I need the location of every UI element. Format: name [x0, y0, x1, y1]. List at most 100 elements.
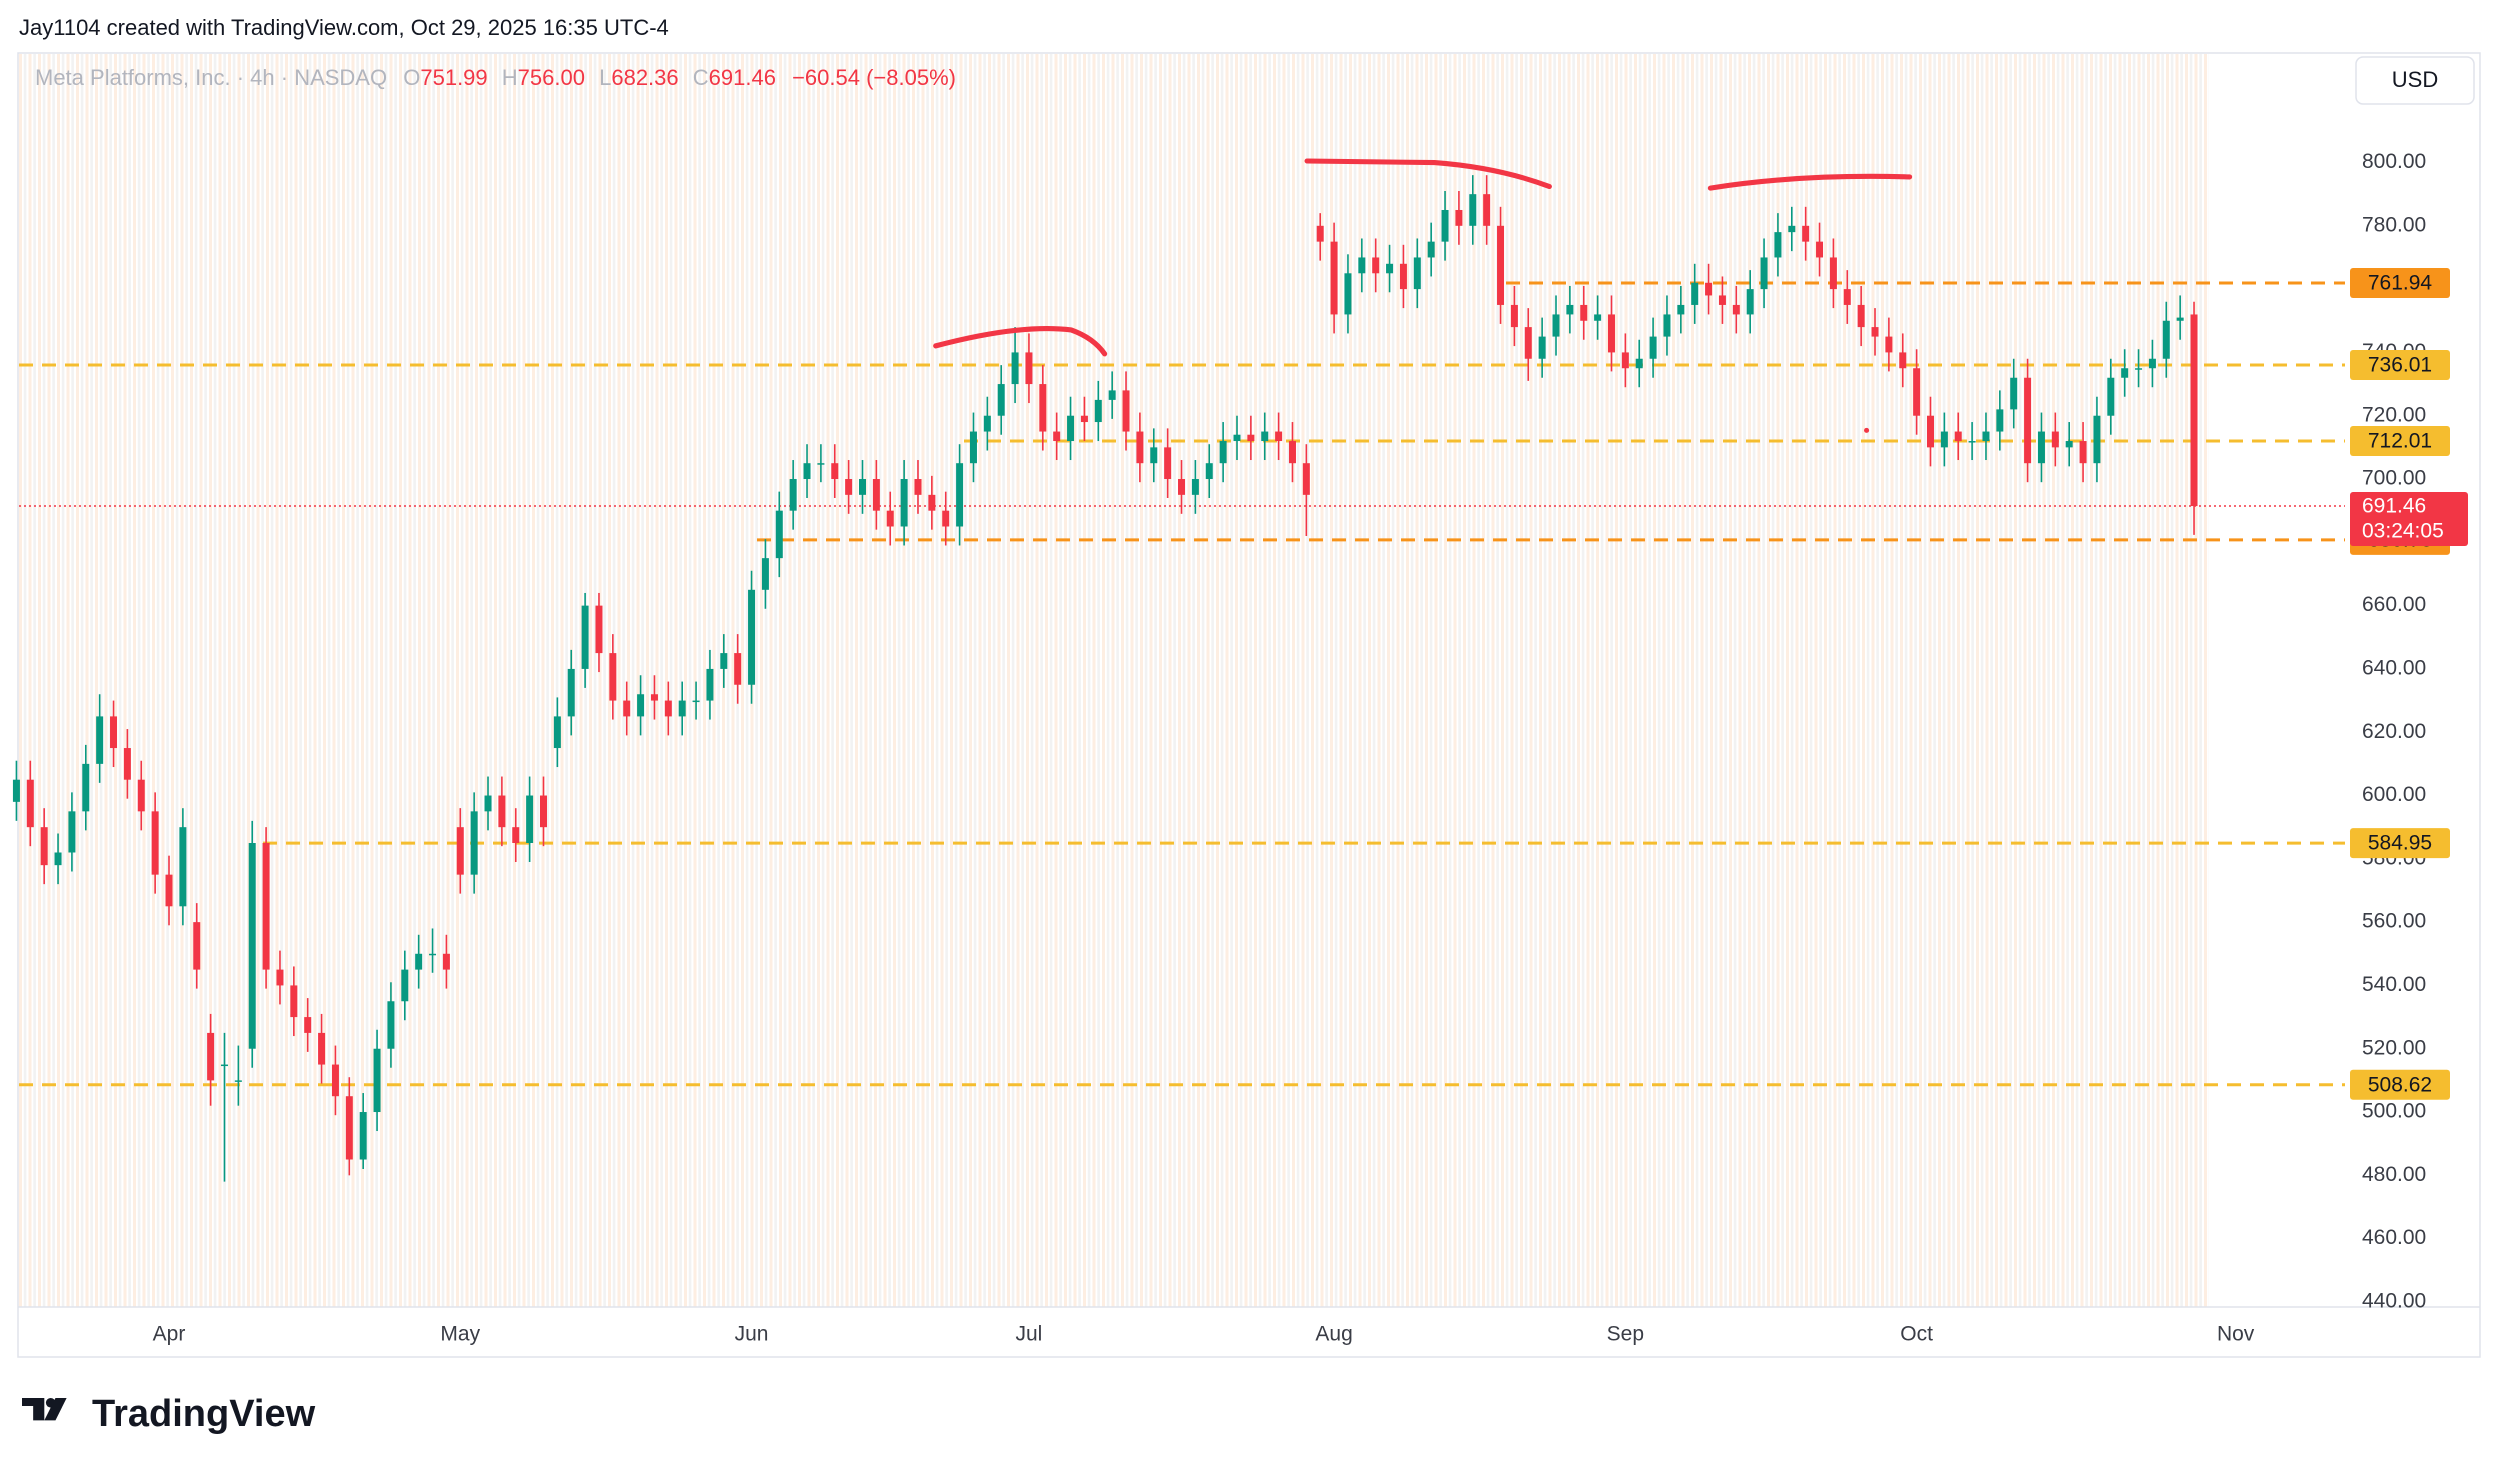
level-label-box	[2350, 828, 2450, 859]
candle-body	[2121, 368, 2129, 378]
x-tick-label: Sep	[1607, 1323, 1644, 1346]
candle-body	[637, 694, 645, 717]
candle-body	[567, 668, 575, 717]
candle-body	[581, 605, 589, 669]
x-tick-label: Aug	[1315, 1323, 1352, 1346]
candle-body	[1524, 327, 1532, 359]
x-tick-label: Nov	[2217, 1323, 2255, 1346]
candle-body	[1538, 336, 1546, 359]
logo-icon	[22, 1398, 67, 1421]
candle-body	[914, 479, 922, 495]
candle-body	[456, 827, 464, 875]
candle-body	[1594, 314, 1602, 321]
candle-body	[415, 953, 423, 970]
y-tick-label: 700.00	[2362, 467, 2426, 490]
level-label: 712.01	[2368, 430, 2432, 453]
candle-body	[872, 479, 880, 511]
candle-body	[1247, 434, 1255, 442]
candle-body	[1621, 352, 1629, 369]
candle-body	[595, 605, 603, 654]
ohlc-key: O	[403, 65, 420, 90]
last-price-label: 691.46	[2362, 495, 2426, 518]
y-tick-label: 720.00	[2362, 403, 2426, 426]
candle-body	[1067, 415, 1075, 442]
y-tick-label: 480.00	[2362, 1163, 2426, 1186]
candle-body	[2135, 368, 2143, 370]
candle-body	[1718, 295, 1726, 305]
candle-body	[1164, 447, 1172, 480]
candle-body	[2065, 441, 2073, 448]
candle-body	[1053, 431, 1061, 442]
candle-body	[1219, 441, 1227, 464]
currency-button[interactable]	[2355, 56, 2475, 105]
candle-body	[1732, 304, 1740, 315]
candle-body	[1885, 336, 1893, 353]
candle-body	[1011, 352, 1019, 385]
candle-body	[1635, 358, 1643, 369]
candle-body	[1399, 263, 1407, 290]
candle-body	[1316, 225, 1324, 242]
candle-body	[817, 463, 825, 465]
logo-text: TradingView	[92, 1393, 316, 1435]
candle-body	[429, 953, 437, 956]
candle-body	[803, 463, 811, 480]
hand-drawn-arc	[1304, 158, 1552, 190]
candle-body	[1372, 257, 1380, 274]
y-tick-label: 620.00	[2362, 720, 2426, 743]
currency[interactable]: USD	[2392, 67, 2438, 92]
candle-body	[207, 1032, 215, 1081]
candle-body	[1108, 390, 1116, 400]
candle-body	[859, 479, 867, 495]
candle-body	[1469, 194, 1477, 226]
countdown: 03:24:05	[2362, 520, 2444, 543]
candle-body	[692, 700, 700, 703]
candle-body	[12, 779, 20, 802]
candle-body	[96, 716, 104, 764]
candle-body	[1649, 336, 1657, 359]
candle-body	[345, 1096, 353, 1160]
candle-body	[664, 700, 672, 717]
candle-body	[1122, 390, 1130, 432]
candle-body	[845, 479, 853, 495]
candle-body	[387, 1001, 395, 1049]
candle-body	[359, 1112, 367, 1160]
candle-body	[1080, 415, 1088, 423]
candle-body	[609, 653, 617, 701]
candle-body	[1843, 289, 1851, 305]
candle-body	[720, 653, 728, 669]
candle-body	[1982, 431, 1990, 442]
candle-body	[1358, 257, 1366, 274]
candle-body	[942, 510, 950, 527]
candle-body	[318, 1032, 326, 1065]
candle-body	[1025, 352, 1033, 385]
candle-body	[900, 479, 908, 527]
candle-body	[2051, 431, 2059, 448]
candle-body	[484, 795, 492, 812]
ohlc-key: H	[502, 65, 518, 90]
candle-body	[470, 811, 478, 875]
labels-layer: 440.00 460.00 480.00 500.00 520.00 540.00 560.…	[153, 150, 2468, 1346]
candle-body	[1413, 257, 1421, 290]
ohlc-value: 756.00	[518, 65, 585, 90]
y-tick-label: 500.00	[2362, 1100, 2426, 1123]
candle-body	[1150, 447, 1158, 464]
candle-body	[2037, 431, 2045, 464]
candle-body	[1788, 225, 1796, 233]
candle-body	[2107, 377, 2115, 416]
candle-body	[248, 843, 256, 1049]
candle-body	[1344, 273, 1352, 315]
level-label-box	[2350, 350, 2450, 381]
hand-drawn-arc	[1707, 173, 1913, 191]
candle-body	[734, 653, 742, 685]
candle-body	[110, 716, 118, 749]
candle-body	[26, 779, 34, 828]
level-label-box	[2350, 426, 2450, 457]
candle-body	[1441, 209, 1449, 242]
candle-body	[997, 384, 1005, 416]
candle-body	[262, 843, 270, 970]
candle-body	[1191, 479, 1199, 495]
candle-body	[2010, 377, 2018, 410]
y-tick-label: 660.00	[2362, 593, 2426, 616]
candle-body	[2093, 415, 2101, 464]
x-tick-label: Jun	[735, 1323, 769, 1346]
